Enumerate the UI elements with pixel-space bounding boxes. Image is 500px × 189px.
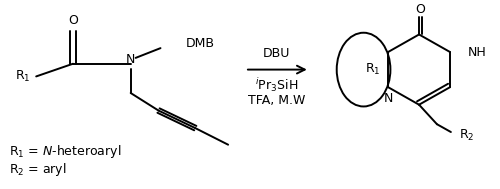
Text: DBU: DBU <box>263 47 290 60</box>
Text: R$_1$ = $N$-heteroaryl: R$_1$ = $N$-heteroaryl <box>10 143 122 160</box>
Text: NH: NH <box>468 46 486 59</box>
Text: O: O <box>415 3 425 16</box>
Text: N: N <box>126 53 136 66</box>
Text: $^{i}$Pr$_3$SiH: $^{i}$Pr$_3$SiH <box>255 76 298 94</box>
Text: R$_2$ = aryl: R$_2$ = aryl <box>10 161 67 178</box>
Text: DMB: DMB <box>186 37 214 50</box>
Text: R$_2$: R$_2$ <box>459 128 474 143</box>
Text: R$_1$: R$_1$ <box>16 69 31 84</box>
Text: TFA, M.W: TFA, M.W <box>248 94 306 107</box>
Text: N: N <box>384 92 392 105</box>
Text: O: O <box>68 14 78 27</box>
Text: R$_1$: R$_1$ <box>364 62 380 77</box>
